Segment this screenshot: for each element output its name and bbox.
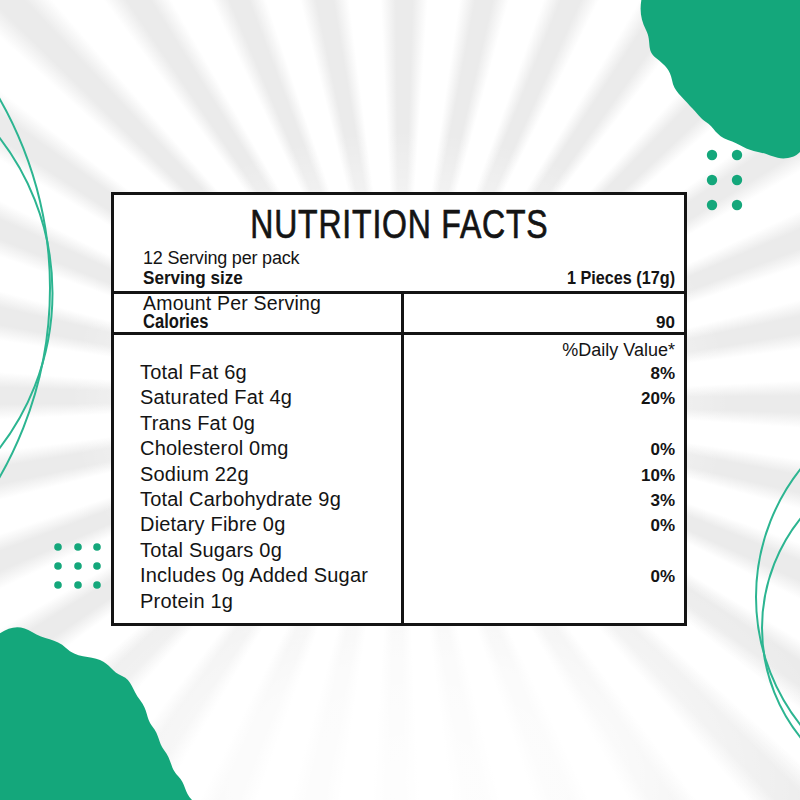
servings-per-pack: 12 Serving per pack (143, 249, 299, 267)
serving-size-value: 1 Pieces (17g) (567, 269, 675, 287)
nutrient-row: Total Carbohydrate 9g3% (140, 488, 675, 513)
daily-value-header: %Daily Value* (562, 341, 675, 359)
divider-under-calories (114, 332, 684, 335)
calories-value: 90 (656, 314, 675, 331)
serving-size-row: Serving size 1 Pieces (17g) (143, 268, 675, 287)
nutrient-row: Total Fat 6g8% (140, 361, 675, 386)
nutrient-row: Total Sugars 0g (140, 539, 675, 564)
nutrient-row: Sodium 22g10% (140, 463, 675, 488)
top-right-dots (707, 150, 742, 210)
nutrient-row: Trans Fat 0g (140, 412, 675, 437)
top-right-blob (641, 0, 800, 158)
left-circle-outlines (0, 0, 53, 668)
serving-size-label: Serving size (143, 268, 243, 287)
calories-row: Calories 90 (143, 312, 675, 332)
label-title: NUTRITION FACTS (114, 202, 684, 247)
nutrient-row: Protein 1g (140, 590, 675, 615)
nutrient-row: Cholesterol 0mg0% (140, 437, 675, 462)
nutrient-row: Includes 0g Added Sugar0% (140, 564, 675, 589)
nutrient-row: Dietary Fibre 0g0% (140, 513, 675, 538)
nutrient-row: Saturated Fat 4g20% (140, 386, 675, 411)
bottom-left-dots (54, 543, 101, 589)
bottom-left-blob (0, 627, 192, 800)
bottom-right-circle-outlines (756, 391, 800, 800)
calories-label: Calories (143, 312, 208, 332)
nutrient-rows: Total Fat 6g8% Saturated Fat 4g20% Trans… (140, 361, 675, 615)
nutrition-facts-label: NUTRITION FACTS 12 Serving per pack Serv… (111, 192, 687, 626)
